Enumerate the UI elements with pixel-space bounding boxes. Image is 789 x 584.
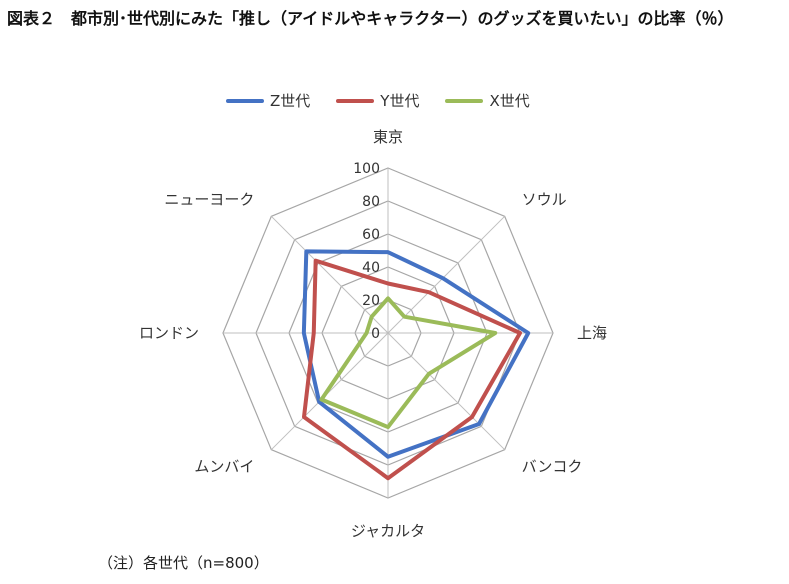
tick-label-0: 0 (371, 326, 380, 342)
series-line-1 (301, 258, 522, 481)
category-label-4: ジャカルタ (351, 522, 425, 540)
series-line-2 (319, 296, 498, 430)
legend-item-x: X世代 (445, 90, 530, 111)
tick-label-40: 40 (362, 260, 380, 276)
category-label-2: 上海 (577, 324, 607, 342)
legend-item-z: Z世代 (226, 90, 310, 111)
spoke-5 (270, 332, 389, 451)
category-label-6: ロンドン (139, 324, 199, 342)
category-label-7: ニューヨーク (164, 190, 254, 208)
legend-label-y: Y世代 (380, 92, 420, 110)
spoke-1 (387, 215, 506, 334)
footnote: （注）各世代（n=800） (98, 554, 269, 572)
legend: Z世代 Y世代 X世代 (226, 90, 530, 111)
spoke-3 (387, 332, 506, 451)
tick-label-60: 60 (362, 227, 380, 243)
legend-swatch-y (336, 98, 375, 103)
chart-title: 図表２ 都市別･世代別にみた「推し（アイドルやキャラクター）のグッズを買いたい」… (7, 9, 734, 28)
category-label-0: 東京 (373, 128, 403, 146)
spoke-7 (270, 215, 389, 334)
legend-label-x: X世代 (489, 92, 530, 110)
legend-swatch-z (226, 98, 264, 103)
tick-label-80: 80 (362, 194, 380, 210)
category-label-5: ムンバイ (194, 458, 254, 476)
legend-swatch-x (445, 98, 484, 103)
category-label-3: バンコク (522, 458, 583, 476)
legend-label-z: Z世代 (270, 92, 311, 110)
legend-item-y: Y世代 (336, 90, 419, 111)
tick-label-20: 20 (362, 293, 380, 309)
tick-label-100: 100 (353, 161, 380, 177)
category-label-1: ソウル (522, 190, 567, 208)
